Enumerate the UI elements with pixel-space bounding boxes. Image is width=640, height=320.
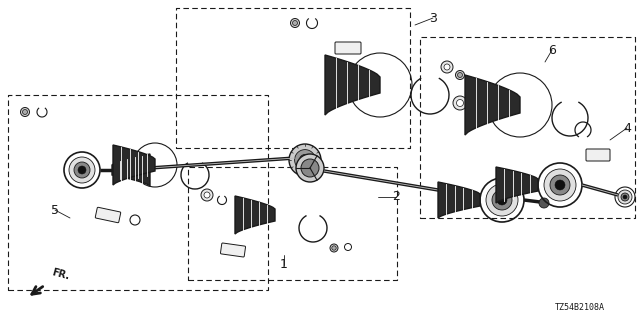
Circle shape xyxy=(330,244,338,252)
Circle shape xyxy=(618,190,632,204)
Circle shape xyxy=(458,73,463,77)
Polygon shape xyxy=(235,196,275,234)
Circle shape xyxy=(204,192,210,198)
Circle shape xyxy=(291,19,300,28)
Polygon shape xyxy=(113,145,155,185)
FancyBboxPatch shape xyxy=(335,42,361,54)
Circle shape xyxy=(292,20,298,26)
Text: 6: 6 xyxy=(548,44,556,57)
Text: 4: 4 xyxy=(623,122,631,134)
Polygon shape xyxy=(325,55,380,115)
FancyBboxPatch shape xyxy=(220,243,246,257)
Circle shape xyxy=(544,169,576,201)
Polygon shape xyxy=(438,182,480,218)
Circle shape xyxy=(441,61,453,73)
Text: TZ54B2108A: TZ54B2108A xyxy=(555,303,605,313)
Text: 3: 3 xyxy=(429,12,437,25)
Circle shape xyxy=(332,246,336,250)
Circle shape xyxy=(444,64,450,70)
Text: 1: 1 xyxy=(280,259,288,271)
Circle shape xyxy=(294,149,316,170)
Circle shape xyxy=(550,175,570,195)
Circle shape xyxy=(289,144,321,176)
Circle shape xyxy=(20,108,29,116)
Circle shape xyxy=(301,159,319,177)
Circle shape xyxy=(623,195,627,199)
Circle shape xyxy=(22,109,28,115)
Polygon shape xyxy=(112,154,150,186)
FancyBboxPatch shape xyxy=(586,149,610,161)
Text: 5: 5 xyxy=(51,204,59,217)
Circle shape xyxy=(300,155,310,166)
Polygon shape xyxy=(465,75,520,135)
Circle shape xyxy=(296,154,324,182)
Circle shape xyxy=(555,180,565,190)
Circle shape xyxy=(456,70,465,79)
Polygon shape xyxy=(496,167,538,203)
Text: FR.: FR. xyxy=(51,268,71,282)
Circle shape xyxy=(539,198,549,208)
Circle shape xyxy=(621,193,629,201)
Circle shape xyxy=(497,195,507,205)
Circle shape xyxy=(486,184,518,216)
Circle shape xyxy=(456,100,463,107)
Circle shape xyxy=(453,96,467,110)
Text: 2: 2 xyxy=(392,190,400,204)
Circle shape xyxy=(201,189,213,201)
Circle shape xyxy=(74,162,90,178)
Circle shape xyxy=(69,157,95,183)
FancyBboxPatch shape xyxy=(95,207,121,223)
Circle shape xyxy=(492,190,512,210)
Circle shape xyxy=(78,166,86,174)
